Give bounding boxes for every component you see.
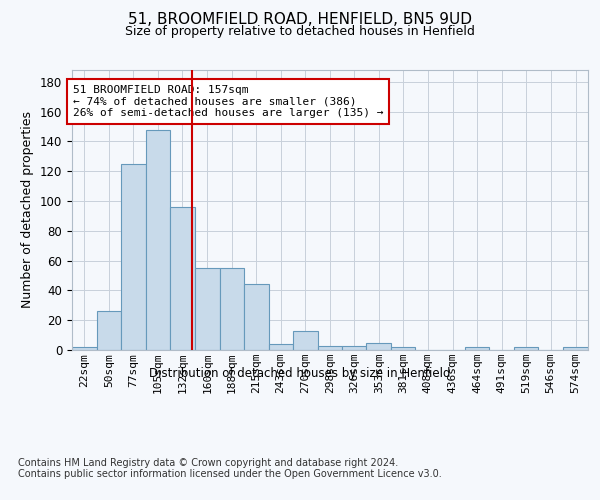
Bar [317, 346, 343, 350]
Bar [195, 268, 220, 350]
Bar [343, 346, 367, 350]
Bar [244, 284, 269, 350]
Bar [97, 312, 121, 350]
Bar [293, 330, 317, 350]
Bar [391, 347, 415, 350]
Bar [121, 164, 146, 350]
Text: Contains HM Land Registry data © Crown copyright and database right 2024.
Contai: Contains HM Land Registry data © Crown c… [18, 458, 442, 479]
Text: 51 BROOMFIELD ROAD: 157sqm
← 74% of detached houses are smaller (386)
26% of sem: 51 BROOMFIELD ROAD: 157sqm ← 74% of deta… [73, 85, 383, 118]
Text: Size of property relative to detached houses in Henfield: Size of property relative to detached ho… [125, 25, 475, 38]
Text: Distribution of detached houses by size in Henfield: Distribution of detached houses by size … [149, 368, 451, 380]
Bar [72, 347, 97, 350]
Bar [465, 347, 489, 350]
Y-axis label: Number of detached properties: Number of detached properties [22, 112, 34, 308]
Text: 51, BROOMFIELD ROAD, HENFIELD, BN5 9UD: 51, BROOMFIELD ROAD, HENFIELD, BN5 9UD [128, 12, 472, 28]
Bar [514, 347, 538, 350]
Bar [170, 207, 195, 350]
Bar [146, 130, 170, 350]
Bar [220, 268, 244, 350]
Bar [269, 344, 293, 350]
Bar [367, 342, 391, 350]
Bar [563, 347, 588, 350]
